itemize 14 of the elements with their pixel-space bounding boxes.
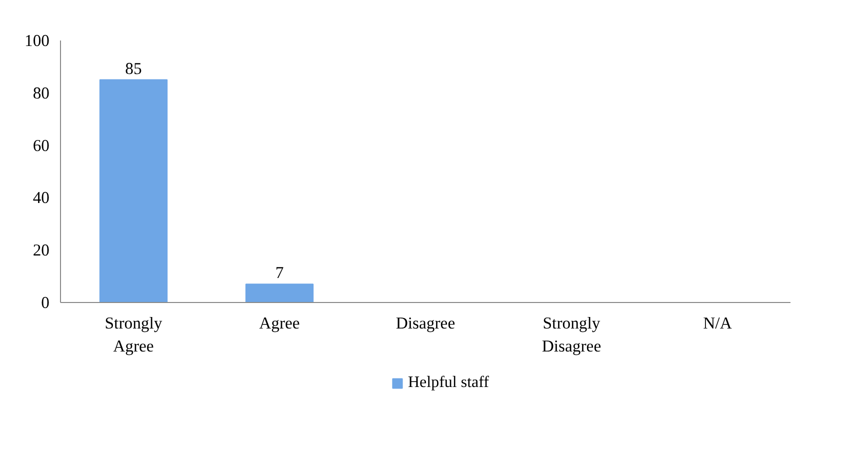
x-tick-label: Strongly Agree	[104, 314, 163, 356]
data-label: 7	[275, 263, 284, 282]
y-tick-label: 40	[32, 188, 50, 208]
x-tick-label: Disagree	[396, 314, 456, 332]
y-tick-label: 100	[24, 31, 50, 50]
y-tick-label: 60	[32, 136, 50, 155]
y-tick-label: 0	[41, 293, 50, 312]
x-tick-label: Agree	[259, 314, 300, 332]
x-tick-label: N/A	[703, 314, 732, 332]
x-tick-label: Strongly Disagree	[542, 314, 602, 356]
y-tick-label: 20	[32, 240, 50, 260]
legend-label: Helpful staff	[408, 374, 490, 392]
data-label: 85	[125, 58, 142, 78]
y-tick-label: 80	[32, 83, 50, 102]
